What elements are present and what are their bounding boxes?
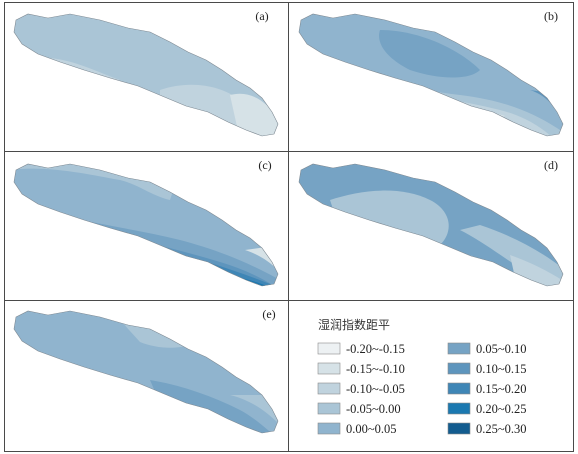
legend-label-0: -0.20~-0.15 [346,342,405,356]
legend-label-3: -0.05~0.00 [346,402,401,416]
panel-label-c: (c) [258,158,271,172]
legend-label-2: -0.10~-0.05 [346,382,405,396]
legend-swatch-2 [317,382,341,395]
legend-label-1: -0.15~-0.10 [346,362,405,376]
legend-swatch-0 [317,342,341,355]
legend-swatch-5 [447,342,471,355]
panel-label-b: (b) [544,9,558,23]
map-panel-a: (a) [13,9,279,137]
panel-label-e: (e) [262,307,275,321]
legend-swatch-3 [317,402,341,415]
legend-label-8: 0.20~0.25 [476,402,527,416]
legend-swatch-9 [447,422,471,435]
legend-label-7: 0.15~0.20 [476,382,527,396]
panel-label-d: (d) [544,158,558,172]
legend-label-6: 0.10~0.15 [476,362,527,376]
legend-title: 湿润指数距平 [318,317,390,332]
legend-label-4: 0.00~0.05 [346,422,397,436]
map-panel-e: (e) [13,307,279,434]
map-panel-c: (c) [13,158,279,287]
legend: 湿润指数距平 -0.20~-0.15 -0.15~-0.10 -0.10~-0.05… [317,317,527,436]
legend-swatch-1 [317,362,341,375]
legend-label-5: 0.05~0.10 [476,342,527,356]
legend-swatch-7 [447,382,471,395]
legend-swatch-4 [317,422,341,435]
map-panel-d: (d) [298,158,564,287]
legend-swatch-8 [447,402,471,415]
legend-swatch-6 [447,362,471,375]
map-panel-b: (b) [298,9,564,137]
panel-label-a: (a) [255,9,268,23]
legend-label-9: 0.25~0.30 [476,422,527,436]
